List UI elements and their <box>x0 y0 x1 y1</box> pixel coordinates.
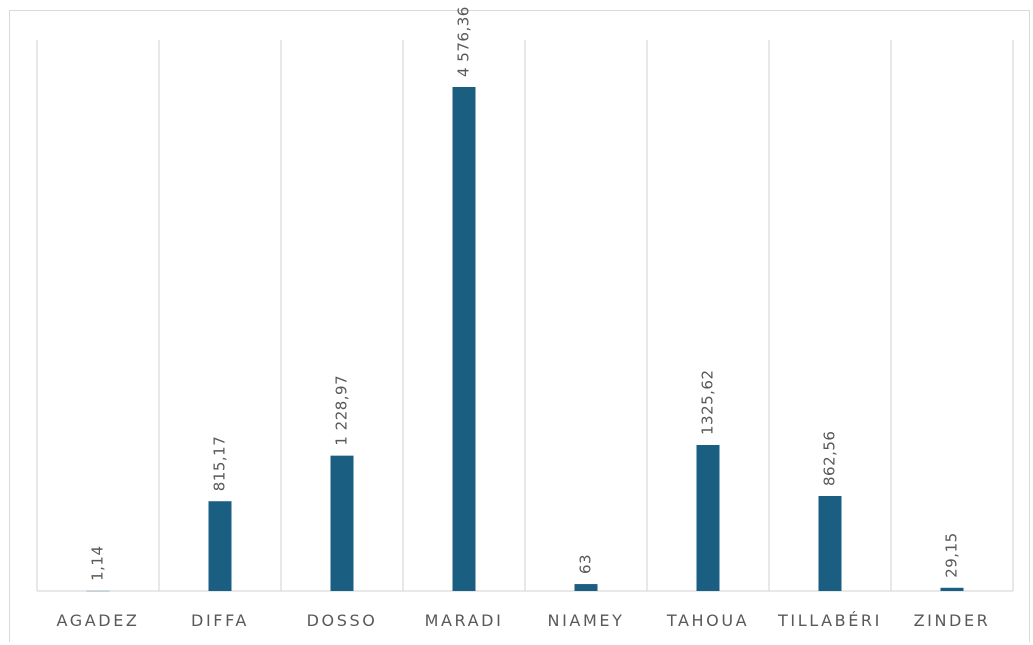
bar-tillabéri <box>818 496 842 591</box>
value-label: 63 <box>577 554 595 574</box>
category-label: MARADI <box>425 611 504 630</box>
value-label: 815,17 <box>211 436 229 492</box>
bars <box>86 87 964 592</box>
value-label: 1 228,97 <box>333 375 351 446</box>
bar-diffa <box>208 501 232 591</box>
value-label: 4 576,36 <box>455 6 473 77</box>
bar-dosso <box>330 455 354 591</box>
category-label: NIAMEY <box>548 611 625 630</box>
value-label: 1,14 <box>89 545 107 580</box>
bar-zinder <box>940 587 964 591</box>
category-label: DIFFA <box>191 611 249 630</box>
value-labels: 1,14 815,17 1 228,97 4 576,36 63 1325,62 862,5… <box>89 6 961 581</box>
category-label: TILLABÉRI <box>777 611 882 630</box>
value-label: 1325,62 <box>699 369 717 435</box>
value-label: 862,56 <box>821 431 839 487</box>
bar-niamey <box>574 584 598 591</box>
category-label: DOSSO <box>307 611 378 630</box>
chart-frame <box>9 10 1030 642</box>
grid-lines <box>36 40 1014 592</box>
category-label: TAHOUA <box>666 611 749 630</box>
bar-tahoua <box>696 445 720 591</box>
category-labels: AGADEZ DIFFA DOSSO MARADI NIAMEY TAHOUA TILLAB… <box>57 611 991 630</box>
category-label: ZINDER <box>914 611 991 630</box>
category-label: AGADEZ <box>57 611 140 630</box>
bar-maradi <box>452 87 476 591</box>
value-label: 29,15 <box>943 532 961 577</box>
